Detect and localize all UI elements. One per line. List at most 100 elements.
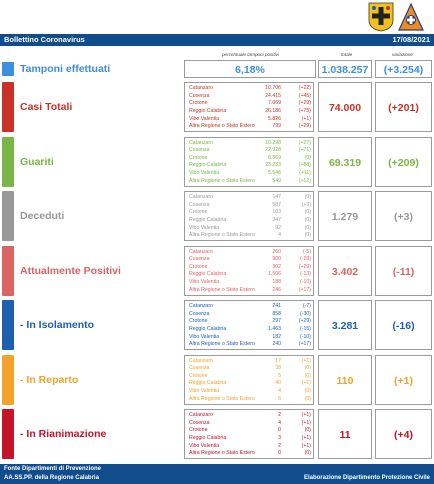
province-value: 2 — [278, 442, 281, 449]
province-row: Cosenza 22.928 (+71) — [189, 147, 311, 155]
province-name: Altra Regione o Stato Estero — [189, 395, 255, 402]
province-name: Catanzaro — [189, 357, 213, 364]
protezione-civile-logo — [398, 2, 424, 31]
tamponi-total: 1.038.257 — [321, 63, 369, 76]
in-rianimazione-variation-box: (+4) — [375, 409, 432, 459]
province-variation: (0) — [304, 427, 311, 434]
province-variation: (+1) — [301, 434, 311, 441]
casi-totali-province-list: Catanzaro 10.706 (+22) Cosenza 24.415 (+45) Cr… — [189, 85, 311, 131]
province-row: Cosenza 38 (0) — [189, 365, 311, 373]
province-row: Altra Regione o Stato Estero 0 (0) — [189, 450, 311, 458]
deceduti-province-box: Catanzaro 147 (0) Cosenza 587 (+3) Crotone 103 (… — [184, 191, 314, 241]
province-variation: (0) — [304, 216, 311, 223]
logos — [368, 2, 426, 32]
province-variation: (-15) — [300, 325, 311, 332]
province-name: Vibo Valentia — [189, 333, 220, 340]
province-value: 17 — [275, 357, 281, 364]
province-name: Crotone — [189, 318, 208, 325]
province-name: Catanzaro — [189, 412, 213, 418]
province-name: Reggio Calabria — [189, 216, 227, 223]
province-value: 5.546 — [268, 170, 281, 177]
province-row: Vibo Valentia 92 (0) — [189, 225, 311, 233]
province-name: Cosenza — [189, 365, 210, 372]
casi-totali-color-bar — [2, 82, 14, 132]
province-row: Crotone 297 (+29) — [189, 318, 311, 326]
province-value: 1.463 — [268, 325, 281, 332]
province-value: 40 — [275, 380, 281, 387]
province-value: 2 — [278, 412, 281, 418]
in-isolamento-province-list: Catanzaro 241 (-7) Cosenza 858 (-30) Crotone 29… — [189, 303, 311, 349]
province-variation: (+1) — [301, 419, 311, 426]
province-name: Crotone — [189, 154, 208, 161]
province-value: 92 — [275, 224, 281, 231]
province-value: 147 — [272, 194, 281, 200]
total-column-header: totale — [341, 52, 353, 57]
title-bar: Bollettino Coronavirus 17/08/2021 — [0, 34, 434, 46]
province-name: Vibo Valentia — [189, 170, 220, 177]
in-isolamento-color-bar — [2, 300, 14, 350]
province-value: 297 — [272, 318, 281, 325]
province-variation: (+17) — [298, 286, 311, 293]
province-name: Vibo Valentia — [189, 279, 220, 286]
province-name: Reggio Calabria — [189, 162, 227, 169]
tamponi-row: Tamponi effettuati 6,18% 1.038.257 (+3.2… — [0, 60, 434, 78]
province-value: 5.826 — [268, 115, 281, 122]
province-variation: (0) — [304, 450, 311, 457]
deceduti-section: Deceduti Catanzaro 147 (0) Cosenza 587 (+3) Cro… — [0, 191, 434, 241]
province-row: Vibo Valentia 4 (0) — [189, 388, 311, 396]
province-name: Altra Regione o Stato Estero — [189, 177, 255, 184]
province-variation: (+29) — [298, 123, 311, 130]
attualmente-positivi-total-box: 3.402 — [318, 245, 372, 296]
in-rianimazione-section: - In Rianimazione Catanzaro 2 (+1) Cosenza 4 (… — [0, 409, 434, 459]
province-variation: (+1) — [301, 357, 311, 364]
province-variation: (+75) — [298, 107, 311, 114]
province-value: 182 — [272, 333, 281, 340]
in-reparto-province-list: Catanzaro 17 (+1) Cosenza 38 (0) Crotone 5 (0) Re… — [189, 358, 311, 404]
province-name: Crotone — [189, 427, 208, 434]
casi-totali-variation-box: (+201) — [375, 82, 432, 132]
positivity-value: 6,18% — [235, 63, 265, 76]
province-variation: (0) — [304, 232, 311, 239]
in-rianimazione-label: - In Rianimazione — [20, 428, 107, 440]
province-name: Catanzaro — [189, 303, 213, 309]
province-variation: (0) — [304, 194, 311, 200]
province-row: Cosenza 900 (-29) — [189, 256, 311, 264]
province-variation: (+1) — [301, 380, 311, 387]
province-variation: (-30) — [300, 310, 311, 317]
province-variation: (+17) — [298, 341, 311, 348]
province-row: Vibo Valentia 5.826 (+1) — [189, 116, 311, 124]
province-name: Altra Regione o Stato Estero — [189, 341, 255, 348]
province-value: 302 — [272, 263, 281, 270]
positivity-column-header: percentuale tamponi positivi — [222, 52, 279, 57]
province-row: Altra Regione o Stato Estero 246 (+17) — [189, 287, 311, 295]
in-isolamento-variation-box: (-16) — [375, 300, 432, 350]
footer-source-2: AA.SS.PP. della Regione Calabria — [4, 475, 99, 481]
attualmente-positivi-province-box: Catanzaro 260 (-5) Cosenza 900 (-29) Crotone 30… — [184, 245, 314, 296]
province-variation: (0) — [304, 395, 311, 402]
province-variation: (+11) — [299, 170, 311, 177]
province-variation: (+3) — [301, 201, 311, 208]
province-row: Cosenza 587 (+3) — [189, 202, 311, 210]
province-row: Catanzaro 10.706 (+22) — [189, 85, 311, 93]
in-rianimazione-province-list: Catanzaro 2 (+1) Cosenza 4 (+1) Crotone 0 (0) Reg… — [189, 412, 311, 458]
province-name: Cosenza — [189, 256, 210, 263]
footer-source: Fonte Dipartimenti di Prevenzione — [4, 466, 102, 472]
province-name: Crotone — [189, 100, 208, 107]
province-variation: (-10) — [300, 333, 311, 340]
province-row: Crotone 6.869 (0) — [189, 155, 311, 163]
guariti-total: 69.319 — [328, 156, 362, 169]
province-variation: (+12) — [298, 177, 311, 184]
guariti-section: Guariti Catanzaro 10.298 (+27) Cosenza 22.928… — [0, 136, 434, 187]
province-name: Cosenza — [189, 310, 210, 317]
province-value: 24.415 — [265, 92, 281, 99]
in-reparto-province-box: Catanzaro 17 (+1) Cosenza 38 (0) Crotone 5 (0) Re… — [184, 354, 314, 405]
province-row: Altra Regione o Stato Estero 549 (+12) — [189, 178, 311, 186]
casi-totali-variation: (+201) — [388, 102, 419, 114]
province-row: Crotone 103 (0) — [189, 209, 311, 217]
province-value: 38 — [275, 365, 281, 372]
province-name: Altra Regione o Stato Estero — [189, 450, 255, 457]
province-name: Reggio Calabria — [189, 434, 227, 441]
province-name: Catanzaro — [189, 248, 213, 255]
province-row: Reggio Calabria 1.506 (-13) — [189, 271, 311, 279]
in-rianimazione-total-box: 11 — [318, 409, 372, 459]
